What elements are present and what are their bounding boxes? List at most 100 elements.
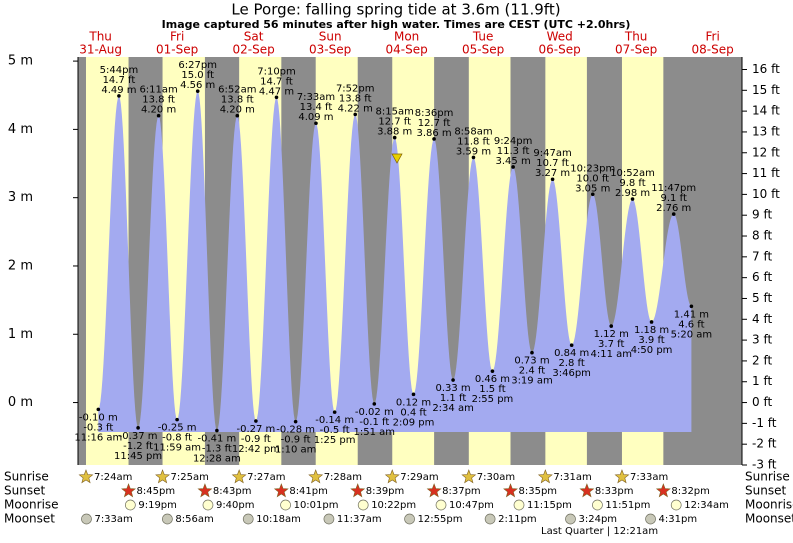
tide-label: 1.5 ft <box>479 384 505 395</box>
tide-label: 11.3 ft <box>497 146 530 157</box>
y2-tick-label: 16 ft <box>752 62 780 76</box>
moonset-icon <box>565 513 576 525</box>
sunset-icon <box>121 483 136 498</box>
sunset-icon <box>426 483 442 498</box>
y-tick-label: 0 m <box>8 395 33 410</box>
tide-label: 4.20 m <box>141 105 176 116</box>
tide-label: 9.8 ft <box>619 178 645 189</box>
high-tide-point <box>671 212 676 216</box>
tide-label: 0.46 m <box>475 374 510 385</box>
sunrise-icon <box>461 469 477 484</box>
tide-label: -1.3 ft <box>202 444 232 455</box>
moonset-time: 12:55pm <box>418 514 463 525</box>
tide-label: 2.98 m <box>615 188 650 199</box>
low-tide-point <box>451 378 455 382</box>
tide-label: 5:20 am <box>671 329 713 340</box>
sunrise-time: 7:29am <box>400 472 438 483</box>
tide-label: 0.12 m <box>396 397 431 408</box>
tide-label: -0.1 ft <box>359 417 389 428</box>
date-label: 31-Aug <box>79 43 122 57</box>
y2-tick-label: 10 ft <box>752 187 780 201</box>
high-tide-point <box>314 121 318 126</box>
y2-tick-label: 9 ft <box>752 208 772 222</box>
moonrise-time: 11:15pm <box>527 500 572 511</box>
tide-label: 10.0 ft <box>576 173 609 184</box>
moonrise-icon <box>357 499 369 511</box>
tide-label: 2.4 ft <box>519 366 545 377</box>
tide-label: 13.4 ft <box>300 102 333 113</box>
y2-tick-label: 2 ft <box>752 353 772 367</box>
date-label: 05-Sep <box>462 43 504 57</box>
tide-label: 15.0 ft <box>181 70 214 81</box>
chart-subtitle: Image captured 56 minutes after high wat… <box>162 18 631 31</box>
y2-tick-label: 0 ft <box>752 395 772 409</box>
tide-label: 8:58am <box>454 126 492 137</box>
tide-label: 2:34 am <box>432 403 474 414</box>
tide-label: 11.8 ft <box>457 136 490 147</box>
low-tide-point <box>372 402 377 406</box>
moonrise-time: 12:34am <box>684 500 729 511</box>
high-tide-point <box>353 112 358 117</box>
weekday-label: Wed <box>547 30 573 44</box>
tide-label: 6:11am <box>139 85 177 96</box>
sunrise-icon <box>231 469 247 484</box>
tide-label: 4.6 ft <box>678 319 704 330</box>
tide-label: -0.02 m <box>355 407 394 418</box>
y-tick-label: 1 m <box>8 327 33 342</box>
tide-label: 2.76 m <box>656 203 691 214</box>
sunset-time: 8:32pm <box>671 486 710 497</box>
tide-label: 2:55 pm <box>472 394 514 405</box>
tide-label: 3:46pm <box>552 368 591 379</box>
sunrise-time: 7:27am <box>247 472 285 483</box>
tide-label: 10:23pm <box>570 163 615 174</box>
high-tide-point <box>392 135 397 140</box>
sunset-icon <box>579 483 595 498</box>
tide-label: 4.09 m <box>298 112 333 123</box>
row-label: Sunrise <box>745 470 790 484</box>
tide-label: 7:10pm <box>257 66 296 77</box>
moonset-icon <box>162 513 173 525</box>
tide-label: 5:44pm <box>100 65 139 76</box>
tide-label: -0.8 ft <box>162 433 192 444</box>
weekday-label: Thu <box>88 30 112 44</box>
tide-label: 4.47 m <box>259 86 294 97</box>
row-label: Moonset <box>4 512 55 526</box>
tide-label: 2:09 pm <box>393 417 435 428</box>
moonrise-time: 11:51pm <box>605 500 650 511</box>
high-tide-point <box>156 113 161 118</box>
tide-label: -0.25 m <box>158 423 197 434</box>
date-label: 01-Sep <box>156 43 198 57</box>
moonset-time: 10:18am <box>256 514 301 525</box>
tide-label: -0.14 m <box>315 415 354 426</box>
y2-tick-label: 4 ft <box>752 312 772 326</box>
tide-label: -0.10 m <box>79 412 118 423</box>
sunset-time: 8:37pm <box>442 486 481 497</box>
tide-label: 3.27 m <box>535 168 570 179</box>
tide-label: -0.37 m <box>119 431 158 442</box>
low-tide-point <box>411 392 416 397</box>
y2-tick-label: 12 ft <box>752 145 780 159</box>
moonrise-icon <box>124 499 136 511</box>
tide-label: 12:42 pm <box>232 444 280 455</box>
moonrise-time: 10:01pm <box>294 500 339 511</box>
weekday-label: Sun <box>319 30 342 44</box>
y2-tick-label: 1 ft <box>752 374 772 388</box>
tide-label: 1:10 am <box>275 445 317 456</box>
weekday-label: Tue <box>472 30 494 44</box>
tide-label: 3.59 m <box>456 146 491 157</box>
moonset-icon <box>484 513 496 525</box>
y-tick-label: 5 m <box>8 54 33 69</box>
moonrise-icon <box>670 499 682 511</box>
tide-label: 1:51 am <box>354 427 396 438</box>
moonset-time: 2:11pm <box>498 514 537 525</box>
low-tide-point <box>569 343 574 347</box>
tide-label: 4:11 am <box>590 349 632 360</box>
moonset-icon <box>81 513 92 525</box>
tide-label: 7:52pm <box>336 83 375 94</box>
tide-label: 12.7 ft <box>378 117 411 128</box>
tide-label: -0.27 m <box>236 424 275 435</box>
weekday-label: Sat <box>244 30 264 44</box>
moonrise-icon <box>592 499 603 511</box>
sunrise-icon <box>155 469 170 484</box>
